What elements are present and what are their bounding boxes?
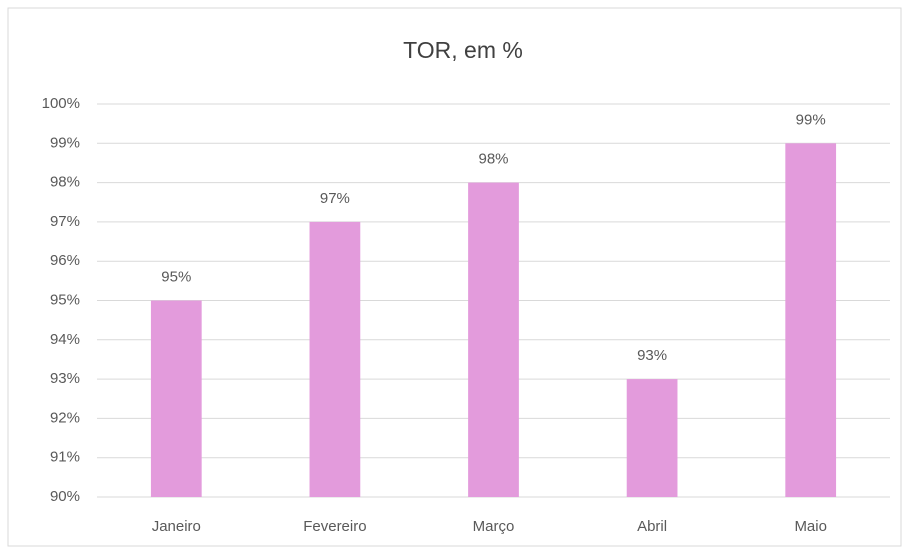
bar: [309, 221, 361, 497]
y-tick-label: 100%: [42, 95, 80, 112]
x-tick-label: Fevereiro: [303, 518, 366, 535]
bar: [468, 182, 519, 497]
x-tick-label: Janeiro: [152, 518, 201, 535]
y-tick-label: 91%: [50, 449, 80, 466]
data-label: 97%: [320, 190, 350, 207]
chart-frame: [7, 7, 902, 547]
x-tick-label: Maio: [794, 518, 827, 535]
y-tick-label: 99%: [50, 134, 80, 151]
x-tick-label: Março: [473, 518, 515, 535]
y-tick-label: 96%: [50, 252, 80, 269]
chart-title: TOR, em %: [403, 37, 523, 63]
bar: [785, 143, 837, 498]
data-label: 98%: [478, 151, 508, 168]
y-tick-label: 95%: [50, 291, 80, 308]
x-tick-label: Abril: [637, 518, 667, 535]
y-tick-label: 98%: [50, 174, 80, 191]
y-tick-label: 97%: [50, 213, 80, 230]
y-tick-label: 94%: [50, 331, 80, 348]
data-label: 93%: [637, 347, 667, 364]
data-label: 99%: [796, 111, 826, 128]
y-tick-label: 93%: [50, 370, 80, 387]
bar: [150, 300, 202, 497]
y-tick-label: 92%: [50, 409, 80, 426]
y-tick-label: 90%: [50, 488, 80, 505]
data-label: 95%: [161, 268, 191, 285]
bar: [626, 379, 678, 497]
